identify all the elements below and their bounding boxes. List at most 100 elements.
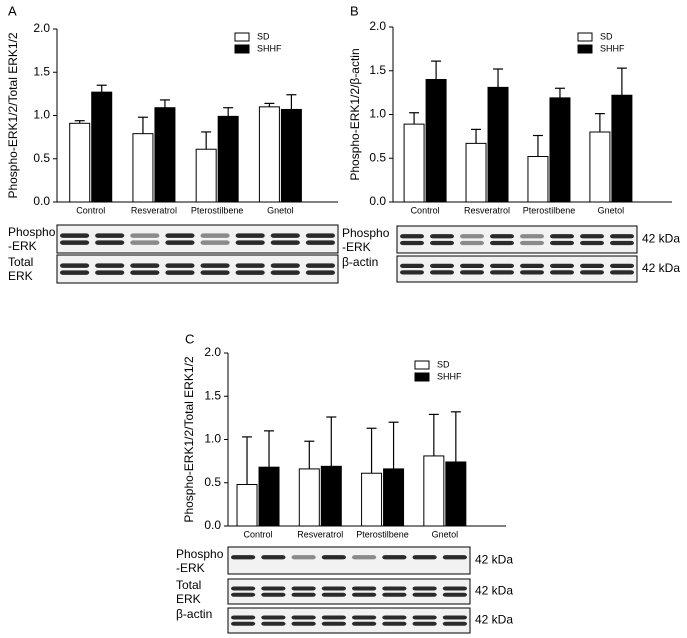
- blot-band: [291, 586, 316, 591]
- blot-band: [610, 234, 634, 239]
- panel-label: B: [350, 3, 359, 18]
- legend-label: SHHF: [600, 43, 625, 53]
- blot-label: β-actin: [342, 255, 379, 269]
- y-tick-label: 1.0: [33, 108, 50, 122]
- blot-band: [580, 240, 604, 246]
- blot-band: [442, 621, 467, 626]
- blot-band: [231, 615, 256, 620]
- y-tick-label: 0.5: [33, 151, 50, 165]
- bar: [195, 148, 217, 203]
- blot-band: [321, 592, 346, 597]
- blot-band: [442, 555, 467, 560]
- blot-band: [352, 555, 377, 560]
- bar: [527, 156, 549, 203]
- kda-label: 42 kDa: [475, 553, 513, 567]
- blot-band: [460, 234, 484, 239]
- blot-band: [231, 586, 256, 591]
- blot-band: [165, 240, 195, 245]
- blot-band: [270, 270, 300, 275]
- blot-band: [291, 615, 316, 620]
- blot-band: [490, 270, 514, 275]
- bar: [361, 472, 383, 527]
- bar: [465, 142, 487, 203]
- bar: [298, 468, 320, 527]
- blot-band: [400, 270, 424, 275]
- blot-label: β-actin: [176, 607, 213, 621]
- blot-band: [95, 233, 125, 238]
- blot-band: [235, 233, 265, 238]
- blot-band: [580, 234, 604, 239]
- y-tick-label: 0.5: [204, 475, 221, 489]
- blot-label: Phospho -ERK: [8, 225, 56, 253]
- blot-band: [400, 263, 424, 268]
- blot-band: [430, 234, 454, 239]
- y-tick-label: 0.5: [369, 150, 386, 164]
- bar: [320, 465, 342, 527]
- x-tick-label: Control: [411, 205, 440, 215]
- blot-band: [490, 234, 514, 239]
- blot-label: Phospho -ERK: [342, 226, 390, 254]
- bar: [425, 79, 447, 203]
- y-tick-label: 0.0: [204, 518, 221, 532]
- blot-band: [130, 233, 160, 238]
- blot-band: [321, 621, 346, 626]
- blot-band: [520, 240, 544, 246]
- bar: [589, 131, 611, 203]
- y-axis-label: Phospho-ERK1/2/β-actin: [348, 48, 362, 180]
- y-tick-label: 0.0: [369, 194, 386, 208]
- blot-band: [130, 240, 160, 245]
- x-tick-label: Gnetol: [267, 205, 294, 215]
- blot-band: [235, 240, 265, 245]
- legend-label: SHHF: [257, 43, 282, 53]
- y-tick-label: 1.5: [33, 64, 50, 78]
- legend-swatch: [577, 32, 593, 42]
- blot-band: [412, 592, 437, 597]
- blot-band: [60, 240, 90, 245]
- blot-band: [165, 263, 195, 268]
- blot-band: [95, 270, 125, 275]
- blot-band: [270, 240, 300, 245]
- panel-label: C: [185, 331, 194, 346]
- blot-band: [261, 592, 286, 597]
- blot-band: [261, 615, 286, 620]
- blot-band: [490, 240, 514, 246]
- blot-band: [95, 263, 125, 268]
- blot-band: [261, 555, 286, 560]
- blot-band: [235, 263, 265, 268]
- blot-band: [130, 270, 160, 275]
- blot-frame: [227, 578, 471, 605]
- blot-band: [60, 233, 90, 238]
- bar: [236, 483, 258, 527]
- blot-frame: [227, 546, 471, 575]
- blot-band: [430, 270, 454, 275]
- blot-band: [95, 240, 125, 245]
- blot-band: [352, 615, 377, 620]
- blot-band: [200, 263, 230, 268]
- x-tick-label: Gnetol: [598, 205, 625, 215]
- blot-band: [490, 263, 514, 268]
- blot-frame: [56, 224, 339, 254]
- bar: [258, 466, 280, 527]
- bar: [423, 455, 445, 527]
- x-tick-label: Gnetol: [432, 529, 459, 539]
- blot-band: [610, 263, 634, 268]
- blot-band: [165, 233, 195, 238]
- legend-swatch: [577, 44, 593, 54]
- blot-band: [460, 240, 484, 246]
- blot-band: [321, 586, 346, 591]
- blot-frame: [227, 607, 471, 634]
- blot-band: [550, 240, 574, 246]
- blot-band: [430, 240, 454, 246]
- x-tick-label: Control: [244, 529, 273, 539]
- blot-frame: [56, 254, 339, 284]
- legend-swatch: [414, 372, 430, 382]
- blot-band: [442, 586, 467, 591]
- blot-label: Phospho -ERK: [176, 547, 224, 575]
- blot-band: [550, 270, 574, 275]
- blot-band: [231, 555, 256, 560]
- blot-band: [382, 555, 407, 560]
- blot-band: [550, 234, 574, 239]
- blot-band: [430, 263, 454, 268]
- y-tick-label: 1.5: [369, 63, 386, 77]
